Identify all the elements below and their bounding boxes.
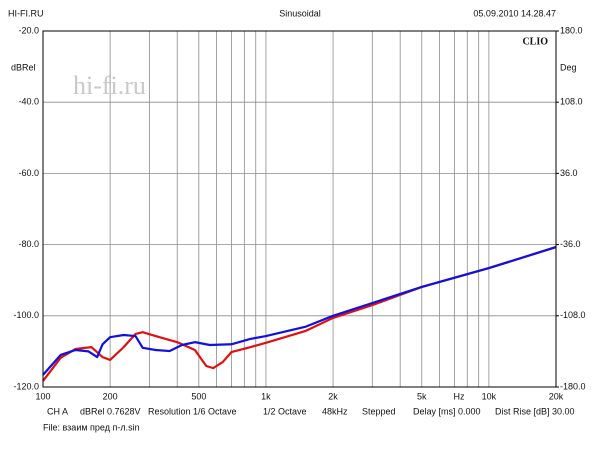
x-tick-label: 2k (328, 391, 338, 401)
x-tick-label: 500 (191, 391, 206, 401)
x-tick-label: 10k (482, 391, 497, 401)
y2-tick-label: -36.0 (560, 239, 581, 249)
file-name: File: взаим пред п-л.sin (43, 422, 140, 432)
chart-title: Sinusoidal (279, 8, 321, 18)
footer-item: 1/2 Octave (263, 406, 307, 416)
y-tick-label: -60.0 (18, 168, 39, 178)
y-tick-label: -80.0 (18, 239, 39, 249)
x-axis-label: Hz (454, 391, 465, 401)
plot-frame (42, 30, 557, 388)
footer-item: Resolution 1/6 Octave (148, 406, 237, 416)
x-tick-label: 1k (261, 391, 271, 401)
footer-item: CH A (47, 406, 68, 416)
y2-axis-label: Deg (560, 62, 577, 72)
x-tick-label: 200 (103, 391, 118, 401)
y-tick-label: -40.0 (18, 97, 39, 107)
footer-item: Dist Rise [dB] 30.00 (495, 406, 575, 416)
watermark: hi-fi.ru (73, 71, 146, 100)
series-line (42, 246, 557, 382)
y2-tick-label: -180.0 (560, 381, 586, 391)
footer-item: Delay [ms] 0.000 (413, 406, 481, 416)
y2-tick-label: 180.0 (560, 25, 583, 35)
header-left: HI-FI.RU (8, 8, 44, 18)
footer-item: Stepped (362, 406, 396, 416)
footer-item: dBRel 0.7628V (80, 406, 141, 416)
y-tick-label: -100.0 (13, 310, 39, 320)
brand: CLIO (522, 36, 548, 47)
series-line (42, 246, 557, 376)
y-tick-label: -120.0 (13, 381, 39, 391)
footer-item: 48kHz (322, 406, 348, 416)
x-tick-label: 100 (35, 391, 50, 401)
y2-tick-label: -108.0 (560, 310, 586, 320)
y-tick-label: -20.0 (18, 25, 39, 35)
header-right: 05.09.2010 14.28.47 (473, 8, 556, 18)
y-axis-label: dBRel (11, 62, 36, 72)
x-tick-label: 20k (549, 391, 564, 401)
x-tick-label: 5k (417, 391, 427, 401)
y2-tick-label: 36.0 (560, 168, 578, 178)
y2-tick-label: 108.0 (560, 97, 583, 107)
